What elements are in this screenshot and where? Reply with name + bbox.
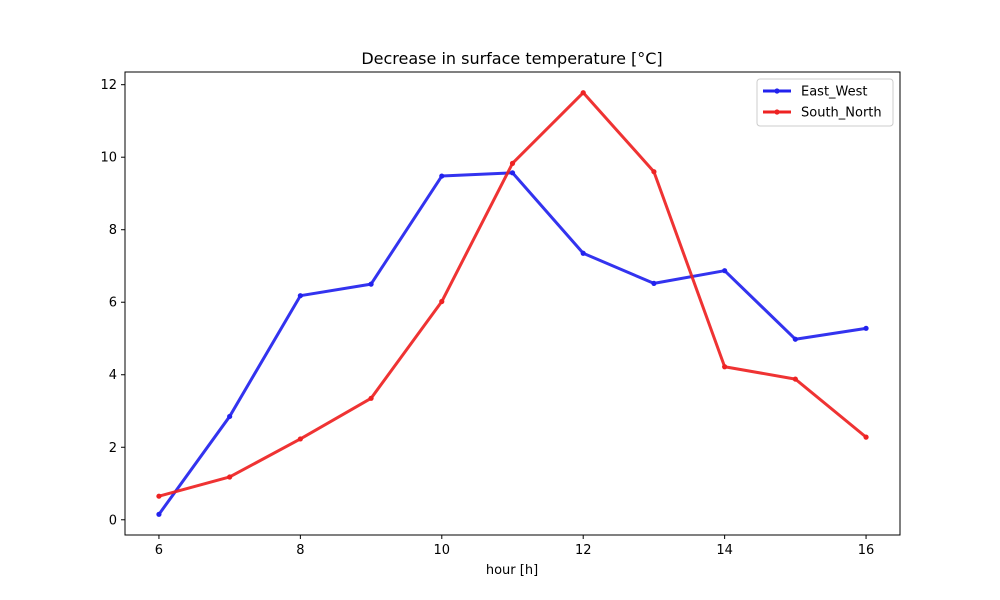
data-point	[297, 293, 303, 299]
data-point	[227, 474, 233, 480]
legend-entry: East_West	[801, 85, 868, 100]
data-point	[509, 160, 516, 166]
data-point	[580, 250, 586, 256]
legend: East_West South_North	[756, 78, 894, 127]
data-point	[227, 413, 233, 420]
data-point	[439, 173, 445, 179]
series-line-east-west	[157, 171, 867, 516]
data-point	[722, 268, 728, 274]
data-point	[156, 511, 162, 517]
data-point	[368, 281, 374, 287]
axes-ticks: 6 8 10 12 14 16 0 2 4 6 8 10 12	[100, 78, 874, 558]
x-tick-label: 14	[716, 543, 733, 558]
series-group	[156, 90, 869, 517]
data-point	[863, 325, 869, 331]
y-tick-label: 4	[109, 368, 117, 383]
data-point	[792, 376, 798, 382]
y-tick-label: 6	[109, 296, 117, 311]
data-point	[651, 169, 657, 175]
x-tick-label: 10	[434, 543, 451, 558]
y-tick-label: 8	[109, 223, 117, 238]
data-point	[863, 434, 869, 440]
chart-title: Decrease in surface temperature [°C]	[361, 49, 662, 68]
data-point	[439, 298, 445, 305]
plot-frame	[124, 71, 901, 536]
data-point	[792, 336, 798, 342]
x-axis-label: hour [h]	[486, 563, 538, 578]
x-tick-label: 12	[575, 543, 592, 558]
legend-marker	[774, 88, 780, 94]
legend-marker	[774, 109, 780, 115]
x-tick-label: 8	[296, 543, 304, 558]
x-tick-label: 16	[858, 543, 875, 558]
data-point	[722, 364, 728, 370]
legend-entry: South_North	[801, 106, 882, 121]
y-tick-label: 10	[100, 151, 117, 166]
data-point	[509, 170, 516, 176]
y-tick-label: 0	[109, 513, 117, 528]
data-point	[156, 493, 162, 499]
data-point	[651, 280, 657, 286]
x-tick-label: 6	[155, 543, 163, 558]
series-line-south-north	[158, 91, 868, 498]
y-tick-label: 12	[100, 78, 117, 93]
data-point	[368, 395, 374, 401]
data-point	[297, 436, 303, 442]
data-point	[580, 90, 586, 96]
y-tick-label: 2	[109, 441, 117, 456]
